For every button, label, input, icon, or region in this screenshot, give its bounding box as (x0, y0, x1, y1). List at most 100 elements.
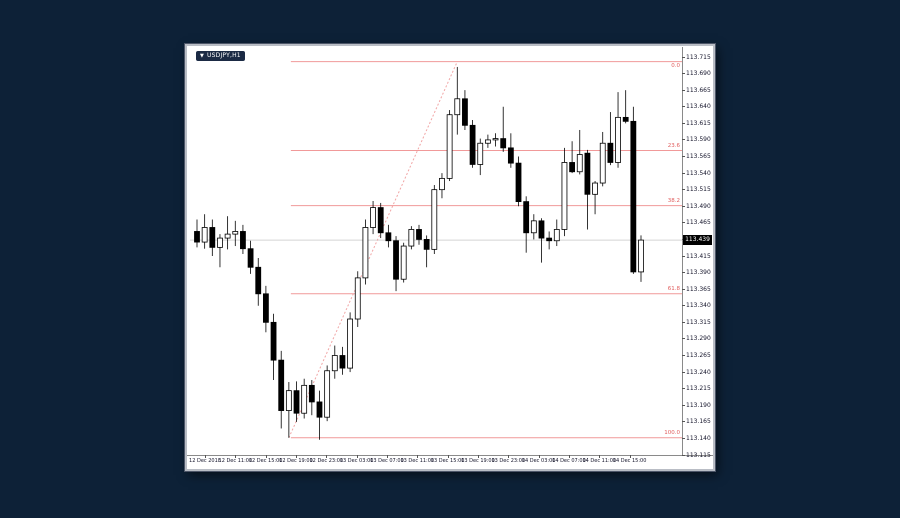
candle-body (377, 207, 384, 234)
price-tick-mark (682, 272, 685, 274)
price-tick-mark (682, 355, 685, 356)
candle-body (240, 231, 246, 250)
candle-body (630, 120, 637, 273)
price-tick-mark (682, 139, 685, 141)
candle-body (607, 142, 614, 163)
price-tick-label: 113.515 (686, 186, 711, 194)
candle-body (347, 318, 354, 369)
candle-body (262, 293, 269, 323)
time-tick-mark (538, 455, 540, 458)
price-tick-label: 113.140 (686, 434, 711, 442)
time-axis-separator (187, 455, 713, 456)
price-tick-label: 113.540 (686, 169, 711, 177)
candles (194, 66, 644, 440)
price-tick-label: 113.115 (686, 451, 711, 459)
current-price-badge: 113.439 (683, 235, 712, 246)
candle-body (324, 370, 331, 418)
price-tick-mark (682, 106, 685, 108)
candle-body (507, 147, 514, 164)
price-tick-label: 113.190 (686, 401, 711, 409)
fib-level-label: 61.8 (667, 286, 680, 293)
price-tick-label: 113.590 (686, 136, 711, 144)
candle-body (576, 154, 583, 173)
time-tick-label: 13 Dec 19:00 (461, 458, 495, 464)
time-tick-label: 12 Dec 11:00 (218, 458, 253, 464)
symbol-badge[interactable]: ▼ USDJPY,H1 (196, 51, 245, 61)
candle-body (316, 401, 323, 418)
time-tick-label: 14 Dec 11:00 (582, 458, 617, 464)
time-tick-mark (629, 455, 631, 458)
candle-body (285, 390, 292, 411)
fib-trendline[interactable] (288, 61, 458, 438)
candle-body (454, 98, 461, 116)
price-tick-mark (682, 305, 685, 307)
price-tick-mark (682, 454, 685, 456)
price-tick-mark (682, 122, 685, 124)
price-tick-mark (682, 89, 685, 91)
candle-body (561, 162, 568, 230)
fib-level-label: 0.0 (671, 62, 680, 69)
time-tick-label: 13 Dec 07:00 (370, 458, 404, 464)
price-tick-mark (682, 205, 685, 207)
price-tick-label: 113.290 (686, 335, 711, 343)
candle-body (416, 229, 422, 240)
candle-body (308, 384, 315, 403)
candle-body (569, 162, 576, 173)
price-tick-mark (682, 156, 685, 157)
price-tick-label: 113.390 (686, 269, 711, 277)
price-tick-label: 113.565 (686, 153, 711, 160)
time-tick-label: 12 Dec 23:00 (309, 458, 344, 464)
fib-level-label: 23.6 (667, 143, 680, 150)
time-tick-mark (599, 455, 601, 458)
price-tick-mark (682, 56, 685, 58)
candle-body (385, 232, 392, 242)
candlestick-chart[interactable] (190, 47, 682, 457)
candle-body (194, 231, 200, 243)
fib-level-label: 100.0 (664, 430, 680, 437)
candle-body (546, 237, 553, 242)
candle-body (224, 233, 231, 239)
candle-body (331, 355, 338, 372)
candle-body (217, 237, 223, 248)
candle-body (255, 266, 262, 295)
candle-body (270, 321, 277, 361)
candle-body (431, 189, 438, 250)
candle-body (477, 142, 484, 165)
price-tick-label: 113.240 (686, 368, 711, 376)
candle-body (615, 116, 621, 163)
candle-body (462, 98, 468, 126)
chart-area: 113.715 113.690 113.665 113.640 113.615 113.5… (187, 46, 713, 469)
candle-body (362, 227, 369, 279)
price-tick-label: 113.365 (686, 285, 711, 293)
time-tick-mark (386, 455, 388, 458)
candle-body (599, 142, 606, 184)
candle-body (500, 138, 507, 149)
time-tick-mark (265, 455, 267, 458)
time-tick-mark (417, 455, 419, 458)
price-tick-mark (682, 421, 685, 423)
candle-body (584, 152, 591, 195)
candle-body (553, 229, 560, 242)
price-tick-label: 113.265 (686, 352, 711, 359)
price-tick-mark (682, 437, 685, 439)
time-tick-mark (477, 455, 479, 458)
time-tick-label: 13 Dec 15:00 (430, 458, 465, 464)
price-tick-mark (682, 338, 685, 340)
price-tick-mark (682, 288, 685, 290)
time-tick-label: 14 Dec 03:00 (521, 458, 556, 464)
time-tick-mark (447, 455, 449, 458)
time-tick-label: 12 Dec 15:00 (248, 458, 283, 464)
price-tick-mark (682, 388, 685, 390)
price-tick-mark (682, 172, 685, 174)
time-tick-mark (356, 455, 358, 458)
candle-body (423, 239, 430, 250)
candle-body (278, 359, 285, 411)
time-tick-label: 12 Dec 2018 (189, 458, 221, 464)
price-tick-mark (682, 321, 685, 323)
price-tick-label: 113.415 (686, 252, 711, 260)
time-tick-mark (568, 455, 570, 458)
price-tick-label: 113.465 (686, 219, 711, 227)
time-tick-label: 14 Dec 07:00 (552, 458, 586, 464)
candle-body (293, 390, 300, 414)
